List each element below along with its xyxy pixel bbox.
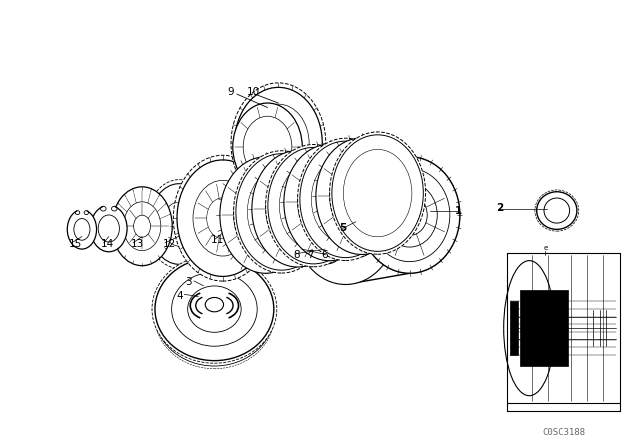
Text: 5: 5 <box>339 224 346 233</box>
Text: 11: 11 <box>211 235 225 245</box>
Ellipse shape <box>231 83 326 204</box>
Ellipse shape <box>330 132 426 254</box>
Text: 2: 2 <box>496 203 503 213</box>
Ellipse shape <box>234 87 323 199</box>
Ellipse shape <box>234 151 330 273</box>
Bar <box>520 290 568 366</box>
Text: C0SC3188: C0SC3188 <box>543 428 586 437</box>
Ellipse shape <box>177 160 268 276</box>
Ellipse shape <box>332 135 423 251</box>
Text: 1: 1 <box>454 206 461 215</box>
Ellipse shape <box>316 138 407 254</box>
Ellipse shape <box>152 255 277 363</box>
Text: 12: 12 <box>163 239 177 249</box>
Ellipse shape <box>295 168 396 284</box>
Ellipse shape <box>284 236 317 266</box>
Text: 13: 13 <box>131 239 145 249</box>
Ellipse shape <box>173 155 272 281</box>
Ellipse shape <box>220 157 311 273</box>
Ellipse shape <box>236 154 327 270</box>
Ellipse shape <box>146 180 212 268</box>
Bar <box>510 301 518 355</box>
Ellipse shape <box>330 184 385 257</box>
Ellipse shape <box>297 235 330 265</box>
Text: 15: 15 <box>69 239 83 249</box>
Text: 10: 10 <box>246 87 260 97</box>
Ellipse shape <box>359 157 460 273</box>
Ellipse shape <box>233 103 302 191</box>
Ellipse shape <box>252 151 343 267</box>
Text: 8: 8 <box>293 250 300 260</box>
Ellipse shape <box>266 144 362 267</box>
Ellipse shape <box>112 187 172 266</box>
Text: 6: 6 <box>321 250 328 260</box>
Ellipse shape <box>67 210 97 249</box>
Text: 3: 3 <box>186 277 192 287</box>
Text: 4: 4 <box>176 291 182 301</box>
Text: 9: 9 <box>227 87 234 97</box>
Ellipse shape <box>90 205 127 252</box>
Text: 7: 7 <box>307 250 314 260</box>
Ellipse shape <box>298 138 394 260</box>
Ellipse shape <box>155 258 274 361</box>
Ellipse shape <box>300 141 391 258</box>
Ellipse shape <box>149 184 209 264</box>
Ellipse shape <box>284 144 375 261</box>
Text: 14: 14 <box>101 239 115 249</box>
Ellipse shape <box>310 233 343 264</box>
Ellipse shape <box>537 192 577 229</box>
Ellipse shape <box>268 147 359 264</box>
Text: e: e <box>543 245 547 251</box>
